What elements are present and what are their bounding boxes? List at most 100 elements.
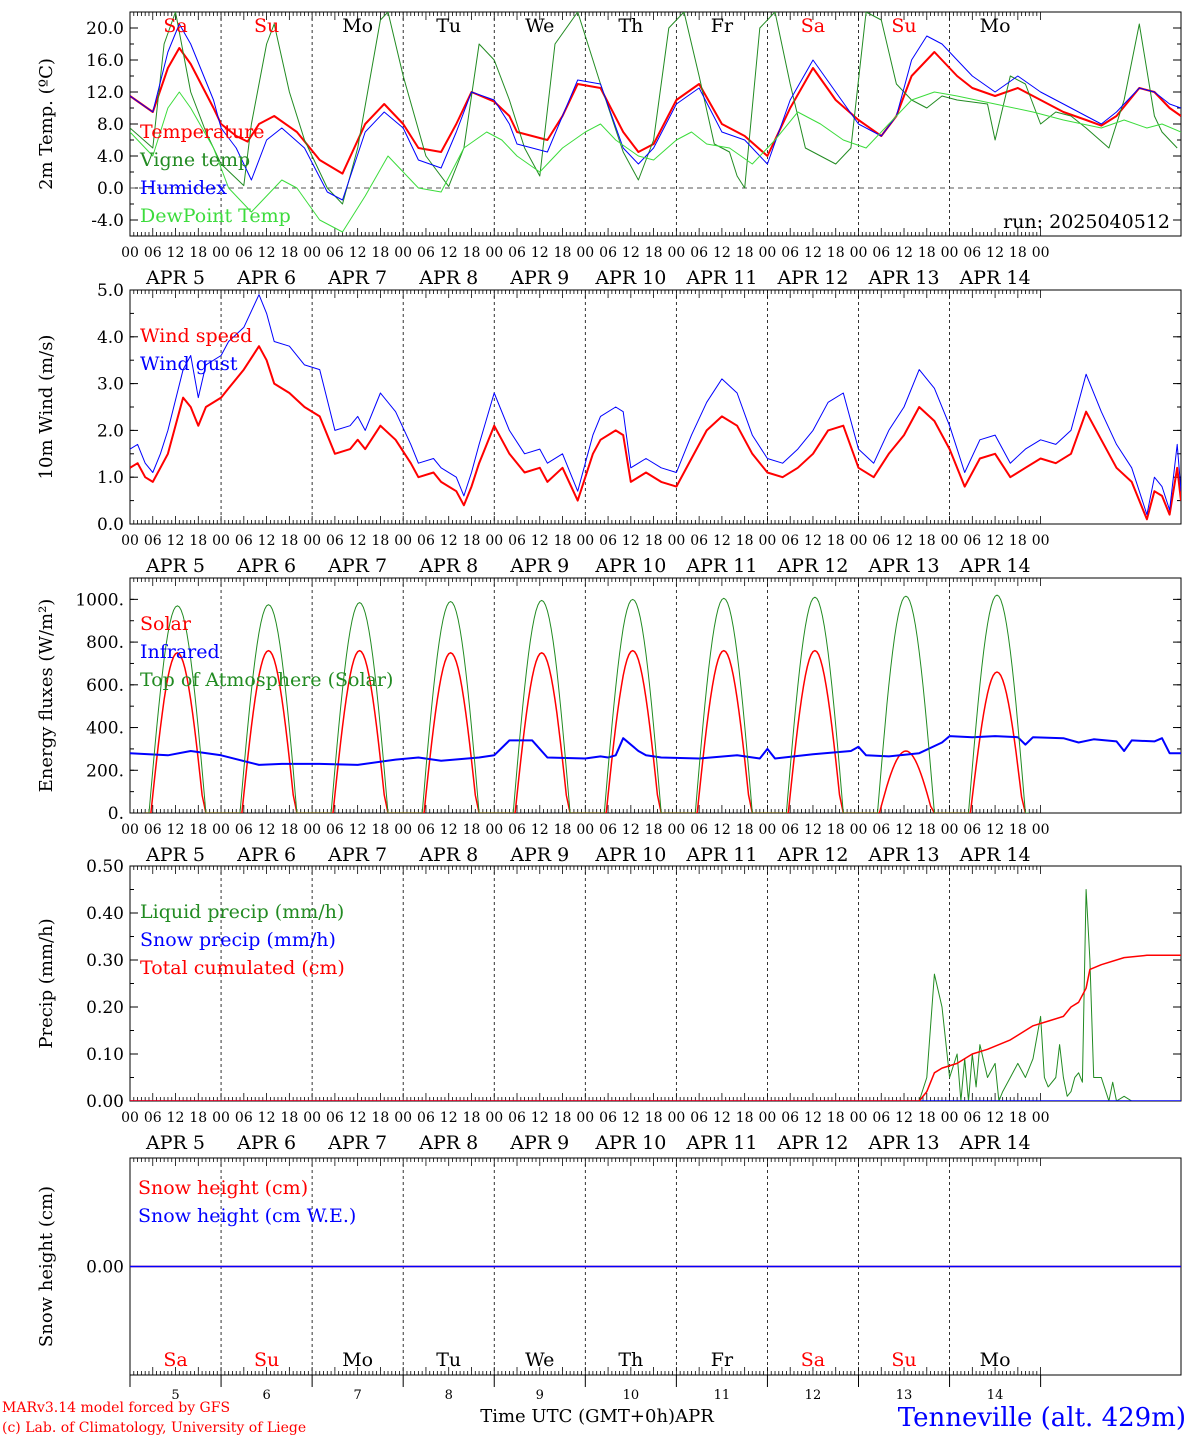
hour-tick-label: 18 [189,245,207,261]
y-tick-label: 3.0 [97,375,124,395]
y-tick-label: 800. [86,633,124,653]
hour-tick-label: 06 [508,822,526,838]
day-label: APR 14 [959,1132,1031,1154]
day-label: APR 13 [868,1132,940,1154]
day-label: APR 10 [594,555,666,577]
series-line-liquid-precip-mm-h- [130,889,1181,1101]
series-line-total-cumulated-cm- [130,954,1181,1101]
hour-tick-label: 12 [804,245,822,261]
day-label: APR 7 [327,844,387,866]
hour-tick-label: 00 [850,245,868,261]
hour-tick-label: 06 [599,1110,617,1126]
hour-tick-label: 00 [850,1110,868,1126]
hour-tick-label: 18 [827,533,845,549]
hour-tick-label: 06 [508,1110,526,1126]
hour-tick-label: 00 [485,822,503,838]
hour-tick-label: 00 [667,822,685,838]
hour-tick-label: 18 [736,822,754,838]
weekday-label: Sa [801,15,825,37]
day-label: APR 8 [418,555,478,577]
hour-tick-label: 18 [372,245,390,261]
y-axis-label: Energy fluxes (W/m²) [36,599,57,793]
hour-tick-label: 06 [781,533,799,549]
y-tick-label: 0. [108,804,124,824]
hour-tick-label: 12 [895,822,913,838]
hour-tick-label: 12 [258,533,276,549]
weekday-label: Sa [163,15,187,37]
series-line-infrared [130,735,1181,766]
hour-tick-label: 18 [463,822,481,838]
weekday-label: Mo [342,15,373,37]
day-label: APR 8 [418,1132,478,1154]
lab-credit: (c) Lab. of Climatology, University of L… [2,1420,307,1436]
y-tick-label: 0.10 [86,1045,124,1065]
legend-entry: Snow precip (mm/h) [140,929,336,951]
hour-tick-label: 12 [622,1110,640,1126]
weekday-label: Mo [342,1349,373,1371]
hour-tick-label: 00 [667,1110,685,1126]
hour-tick-label: 12 [622,245,640,261]
hour-tick-label: 12 [804,822,822,838]
series-line-humidex [130,23,1181,201]
legend-entry: Top of Atmosphere (Solar) [140,669,393,691]
weekday-label: Su [254,15,279,37]
hour-tick-label: 06 [417,822,435,838]
legend-entry: Temperature [140,121,264,143]
hour-tick-label: 12 [986,822,1004,838]
y-tick-label: 0.40 [86,904,124,924]
hour-tick-label: 00 [212,1110,230,1126]
hour-tick-label: 18 [736,533,754,549]
legend-entry: Snow height (cm W.E.) [138,1205,356,1227]
weekday-label: Th [618,15,643,37]
day-label: APR 12 [776,555,848,577]
hour-tick-label: 12 [349,1110,367,1126]
day-label: APR 10 [594,844,666,866]
hour-tick-label: 18 [1009,533,1027,549]
series-line-top-of-atmosphere-solar- [145,594,1030,813]
y-tick-label: 16.0 [86,51,124,71]
hour-tick-label: 12 [440,245,458,261]
hour-tick-label: 00 [121,533,139,549]
hour-tick-label: 18 [918,1110,936,1126]
day-label: APR 7 [327,267,387,289]
hour-tick-label: 00 [759,1110,777,1126]
weekday-label: Tu [436,15,461,37]
hour-tick-label: 18 [827,1110,845,1126]
y-tick-label: 1.0 [97,468,124,488]
y-tick-label: 0.0 [97,515,124,535]
hour-tick-label: 06 [599,533,617,549]
x-axis-title-text: Time UTC (GMT+0h) [480,1406,676,1427]
legend-entry: Wind gust [140,353,238,375]
hour-tick-label: 12 [440,533,458,549]
y-axis-label: Snow height (cm) [36,1186,57,1347]
hour-tick-label: 06 [963,245,981,261]
y-tick-label: 0.20 [86,998,124,1018]
day-label: APR 9 [509,555,569,577]
weekday-label: Su [254,1349,279,1371]
hour-tick-label: 18 [827,822,845,838]
weekday-label: Th [618,1349,643,1371]
hour-tick-label: 06 [144,1110,162,1126]
series-line-wind-speed [130,345,1181,521]
hour-tick-label: 00 [941,1110,959,1126]
model-credit: MARv3.14 model forced by GFS [2,1400,231,1416]
hour-tick-label: 00 [121,822,139,838]
y-tick-label: 0.00 [86,1092,124,1112]
series-line-dewpoint-temp [130,91,1181,233]
hour-tick-label: 06 [781,245,799,261]
y-tick-label: 0.30 [86,951,124,971]
day-label: APR 6 [236,267,296,289]
day-label: APR 14 [959,267,1031,289]
day-label: APR 5 [145,1132,205,1154]
hour-tick-label: 00 [576,533,594,549]
hour-tick-label: 06 [326,533,344,549]
day-label: APR 14 [959,555,1031,577]
hour-tick-label: 12 [804,1110,822,1126]
hour-tick-label: 12 [349,533,367,549]
hour-tick-label: 18 [372,533,390,549]
hour-tick-label: 06 [781,822,799,838]
hour-tick-label: 06 [144,533,162,549]
weekday-label: Su [891,15,916,37]
hour-tick-label: 06 [508,245,526,261]
hour-tick-label: 12 [713,1110,731,1126]
